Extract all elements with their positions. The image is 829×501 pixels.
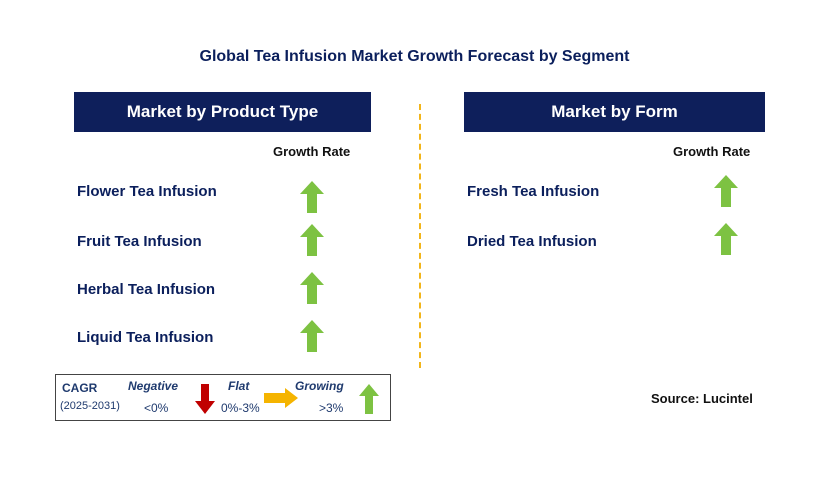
legend-cagr-label: CAGR: [62, 381, 98, 395]
up-arrow-icon: [300, 181, 324, 213]
form-growth-rate-label: Growth Rate: [673, 144, 751, 159]
product-type-header: Market by Product Type: [74, 92, 371, 132]
legend-negative-label: Negative: [128, 379, 179, 393]
legend-period: (2025-2031): [60, 400, 120, 412]
panel-divider: [419, 104, 421, 368]
product-row-label: Flower Tea Infusion: [77, 183, 217, 200]
form-row-label: Fresh Tea Infusion: [467, 183, 600, 200]
up-arrow-icon: [300, 224, 324, 256]
source-note: Source: Lucintel: [651, 391, 753, 406]
legend-flat-range: 0%-3%: [221, 401, 260, 415]
down-arrow-icon: [195, 384, 215, 414]
form-header: Market by Form: [464, 92, 765, 132]
up-arrow-icon: [359, 384, 379, 414]
product-row-label: Fruit Tea Infusion: [77, 233, 202, 250]
product-row-label: Herbal Tea Infusion: [77, 281, 216, 298]
right-arrow-icon: [264, 388, 298, 408]
up-arrow-icon: [714, 223, 738, 255]
legend-negative-range: <0%: [144, 401, 169, 415]
up-arrow-icon: [300, 320, 324, 352]
legend-flat-label: Flat: [228, 379, 250, 393]
product-type-growth-rate-label: Growth Rate: [273, 144, 351, 159]
up-arrow-icon: [714, 175, 738, 207]
cagr-legend: CAGR (2025-2031) Negative <0% Flat 0%-3%…: [55, 374, 391, 421]
form-row-label: Dried Tea Infusion: [467, 233, 597, 250]
legend-growing-range: >3%: [319, 401, 344, 415]
product-row-label: Liquid Tea Infusion: [77, 329, 214, 346]
chart-title: Global Tea Infusion Market Growth Foreca…: [199, 48, 630, 65]
legend-growing-label: Growing: [295, 379, 344, 393]
up-arrow-icon: [300, 272, 324, 304]
